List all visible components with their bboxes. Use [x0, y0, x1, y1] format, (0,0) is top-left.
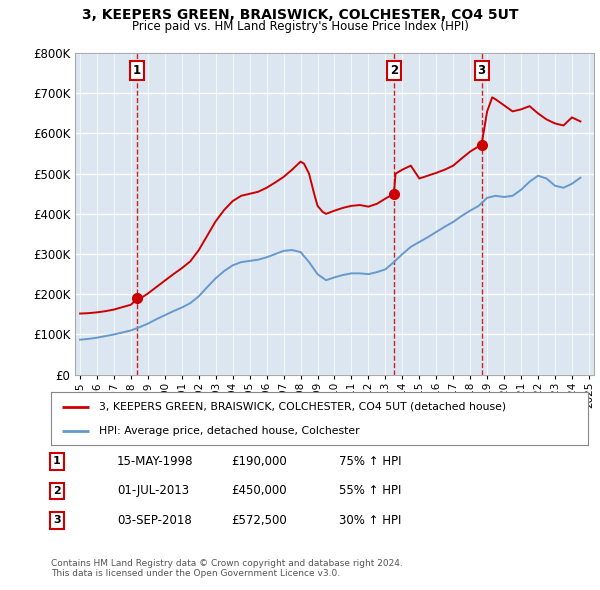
Text: 3: 3 [53, 516, 61, 525]
Text: 3: 3 [478, 64, 485, 77]
Text: 01-JUL-2013: 01-JUL-2013 [117, 484, 189, 497]
Text: Price paid vs. HM Land Registry's House Price Index (HPI): Price paid vs. HM Land Registry's House … [131, 20, 469, 33]
Text: Contains HM Land Registry data © Crown copyright and database right 2024.: Contains HM Land Registry data © Crown c… [51, 559, 403, 568]
Text: 3, KEEPERS GREEN, BRAISWICK, COLCHESTER, CO4 5UT: 3, KEEPERS GREEN, BRAISWICK, COLCHESTER,… [82, 8, 518, 22]
Text: 2: 2 [53, 486, 61, 496]
Text: 3, KEEPERS GREEN, BRAISWICK, COLCHESTER, CO4 5UT (detached house): 3, KEEPERS GREEN, BRAISWICK, COLCHESTER,… [100, 402, 506, 412]
Text: 15-MAY-1998: 15-MAY-1998 [117, 455, 193, 468]
Text: 75% ↑ HPI: 75% ↑ HPI [339, 455, 401, 468]
Text: 30% ↑ HPI: 30% ↑ HPI [339, 514, 401, 527]
Text: 1: 1 [133, 64, 142, 77]
Text: This data is licensed under the Open Government Licence v3.0.: This data is licensed under the Open Gov… [51, 569, 340, 578]
Text: £572,500: £572,500 [231, 514, 287, 527]
Text: £450,000: £450,000 [231, 484, 287, 497]
Text: £190,000: £190,000 [231, 455, 287, 468]
Text: 03-SEP-2018: 03-SEP-2018 [117, 514, 192, 527]
Text: 2: 2 [390, 64, 398, 77]
Text: HPI: Average price, detached house, Colchester: HPI: Average price, detached house, Colc… [100, 426, 360, 436]
Text: 1: 1 [53, 457, 61, 466]
Text: 55% ↑ HPI: 55% ↑ HPI [339, 484, 401, 497]
